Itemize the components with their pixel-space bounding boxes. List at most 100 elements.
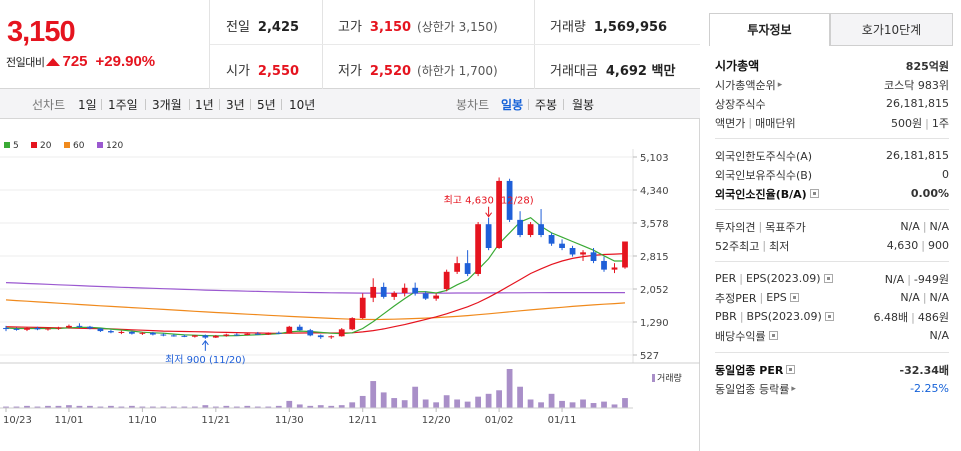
52week-high-value: 4,630 (886, 239, 919, 252)
volume-bar (475, 396, 482, 408)
volume-bar (496, 390, 502, 408)
candle-daily[interactable]: 일봉 (501, 98, 524, 112)
range-3y[interactable]: 3년 (226, 98, 245, 112)
low-value: 2,520 (369, 64, 412, 79)
range-1w[interactable]: 1주일 (108, 98, 138, 112)
low-limit: (하한가 1,700) (417, 64, 498, 78)
info-icon[interactable] (768, 331, 778, 340)
candle-body (118, 331, 125, 333)
sector-rate-label[interactable]: 동일업종 등락률 ▸ (715, 381, 796, 397)
price-axis: 5,103 4,340 3,578 2,815 2,052 1,290 527 (633, 153, 669, 362)
dividend-label: 배당수익률 (715, 328, 778, 344)
volume-bar (506, 369, 513, 408)
est-eps-value: N/A (929, 291, 949, 304)
divider (715, 261, 949, 262)
x-tick-label: 10/23 (3, 415, 32, 426)
legend-label-120: 120 (106, 141, 123, 151)
volume-bar (454, 399, 461, 408)
y-tick-label: 4,340 (640, 186, 669, 197)
candle-body (580, 252, 586, 255)
volume-bar (223, 405, 230, 408)
row-est-per: 추정PER | EPS N/A | N/A (715, 289, 949, 306)
volume-legend-label: 거래량 (657, 372, 682, 384)
market-cap-rank-label[interactable]: 시가총액순위 ▸ (715, 77, 782, 93)
info-icon[interactable] (809, 189, 819, 198)
candle-monthly[interactable]: 월봉 (572, 98, 595, 112)
stat-prev-close: 전일 2,425 (226, 16, 299, 35)
pbr-value: 6.48배 (873, 310, 909, 324)
volume-bar (160, 406, 167, 408)
candle-body (202, 335, 209, 338)
candle-body (275, 332, 282, 334)
market-cap-value: 825억원 (905, 59, 949, 73)
high-annotation: 최고 4,630 (12/28) (444, 195, 534, 207)
info-icon[interactable] (789, 293, 799, 302)
caret-right-icon: ▸ (791, 383, 796, 394)
candle-body (3, 328, 9, 330)
separator: | (739, 272, 743, 285)
candle-body (223, 334, 230, 336)
info-icon[interactable] (824, 312, 834, 321)
market-cap-rank-value: 코스닥 983위 (884, 78, 949, 92)
tab-orderbook[interactable]: 호가10단계 (830, 13, 953, 46)
divider (101, 99, 102, 110)
candle-chart-label: 봉차트 (456, 98, 490, 112)
low-arrow-head (201, 340, 209, 346)
candle-body (286, 326, 293, 334)
legend-swatch-120 (97, 142, 103, 148)
candle-body (496, 180, 502, 248)
est-per-value: N/A (900, 291, 920, 304)
legend-label-60: 60 (73, 141, 85, 151)
open-label: 시가 (226, 64, 250, 79)
divider (715, 138, 949, 139)
range-5y[interactable]: 5년 (257, 98, 276, 112)
volume-bar (76, 405, 83, 408)
candle-body (66, 325, 72, 328)
candle-body (191, 335, 198, 337)
panel-tabs: 투자정보 호가10단계 (709, 13, 953, 46)
volume-bar (286, 400, 293, 408)
candle-body (13, 328, 20, 330)
volume-bar (275, 405, 282, 408)
shares-value: 26,181,815 (886, 97, 949, 110)
volume-bar (3, 406, 9, 408)
info-icon[interactable] (823, 274, 833, 283)
volume-bar (212, 406, 219, 408)
candle-body (244, 333, 251, 335)
ma120-line (5, 282, 625, 294)
divider (563, 99, 564, 110)
volume-bar (359, 395, 366, 408)
y-tick-label: 2,052 (640, 285, 669, 296)
trade-unit-value: 1주 (931, 116, 949, 130)
separator: | (762, 239, 767, 252)
range-10y[interactable]: 10년 (289, 98, 316, 112)
stat-low: 저가 2,520 (하한가 1,700) (338, 60, 498, 79)
x-tick-label: 11/10 (128, 415, 157, 426)
change-rate: +29.90% (95, 53, 156, 70)
separator: | (907, 272, 911, 286)
range-3m[interactable]: 3개월 (152, 98, 182, 112)
candle-body (422, 293, 429, 299)
y-tick-label: 2,815 (640, 252, 669, 263)
tab-investment-info[interactable]: 투자정보 (709, 13, 830, 46)
x-tick-label: 12/20 (422, 415, 451, 426)
info-icon[interactable] (786, 365, 796, 374)
volume-bar (580, 399, 586, 408)
range-1d[interactable]: 1일 (78, 98, 97, 112)
row-par-value: 액면가 | 매매단위 500원 | 1주 (715, 114, 949, 131)
pbr-labels: PBR | BPS(2023.09) (715, 310, 834, 323)
separator: | (739, 310, 744, 323)
volume-bar (538, 402, 544, 408)
range-1y[interactable]: 1년 (195, 98, 214, 112)
divider (528, 99, 529, 110)
candle-weekly[interactable]: 주봉 (535, 98, 558, 112)
volume-bar (108, 405, 114, 408)
candle-body (149, 332, 156, 335)
52week-values: 4,630 | 900 (887, 239, 949, 252)
candle-body (338, 329, 345, 337)
divider (250, 99, 251, 110)
legend-label-20: 20 (40, 141, 52, 151)
ma60-line (5, 299, 626, 321)
candle-body (611, 267, 618, 270)
sector-rate-value: -2.25% (910, 382, 949, 395)
